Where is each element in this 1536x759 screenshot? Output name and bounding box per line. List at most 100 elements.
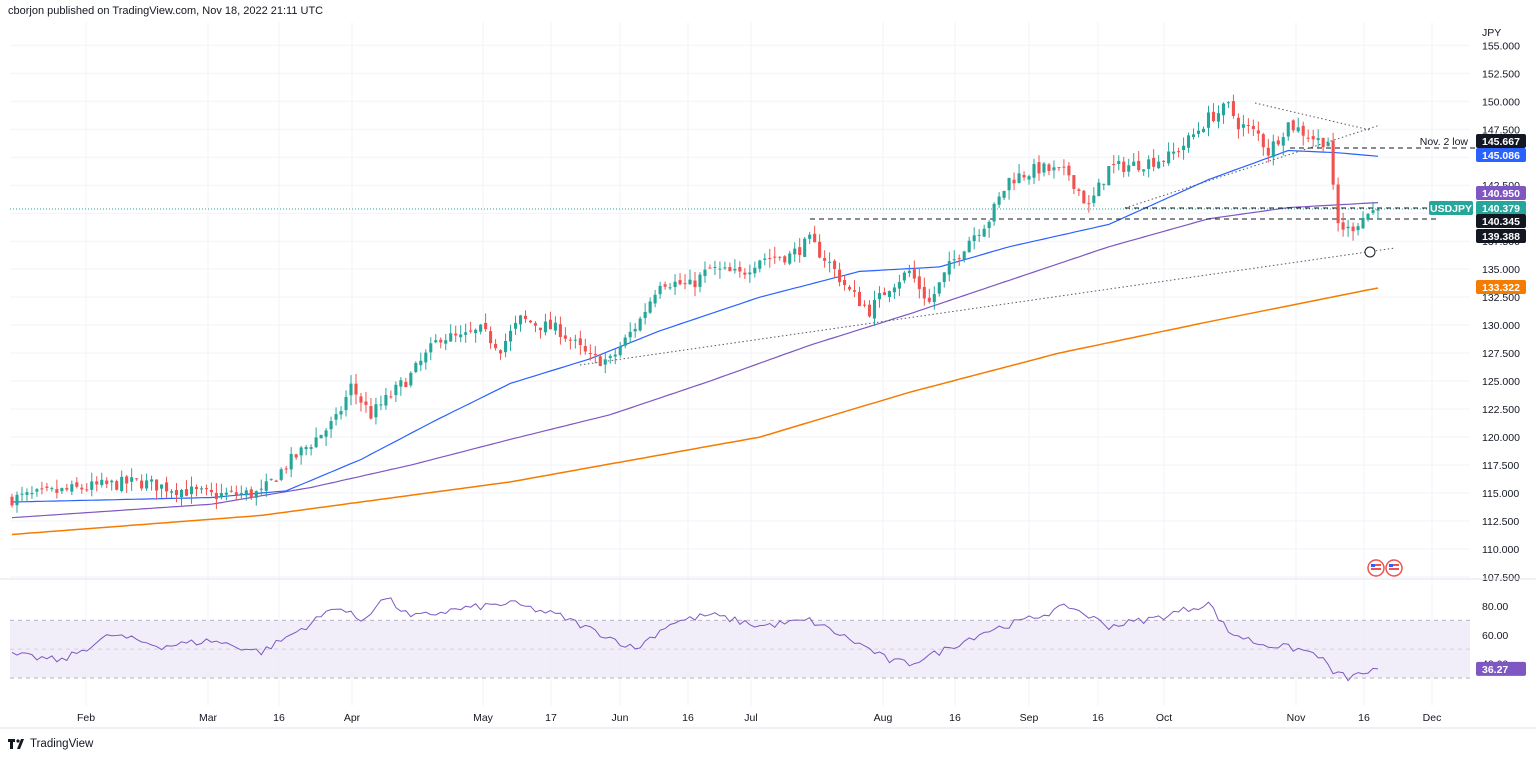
sma-200-line [11,287,1379,536]
candle-body [1142,169,1146,172]
candle [947,251,951,282]
candle-body [902,272,906,281]
candle [389,390,393,399]
candle-body [1047,164,1051,172]
candle-body [823,257,827,261]
candle-body [1032,163,1036,178]
tradingview-footer[interactable]: TradingView [8,738,93,750]
candle [1172,142,1176,160]
candle-body [20,493,24,495]
candle [274,479,278,482]
candle [169,489,174,499]
candle-body [1276,140,1280,145]
candle [45,482,49,492]
candle [723,261,727,270]
candle [1037,155,1041,181]
candle [1236,113,1240,139]
candle [229,485,233,493]
candle [818,234,822,259]
candle-body [45,486,49,488]
candle-body [15,494,19,506]
candle [304,444,308,456]
candle-body [603,359,607,365]
candle-body [414,362,418,373]
candle-body [304,447,308,450]
sma-100-line [11,202,1379,519]
candle [115,479,119,491]
candle-body [1316,138,1320,141]
candle-body [1281,137,1285,146]
candle-body [309,447,313,449]
candle [65,483,69,492]
candle [70,480,74,496]
price-tag-box [1476,148,1526,162]
candle-body [947,261,951,275]
candle [454,325,458,343]
trendline [579,247,1396,366]
candle [284,466,288,474]
candle [907,264,911,278]
time-tick-label: Oct [1156,712,1172,724]
candle-body [65,488,69,490]
flag-stripe [1371,568,1381,570]
candle [1092,187,1096,207]
candle [553,316,557,335]
candle [199,485,203,494]
candle-body [813,233,817,243]
candlesticks[interactable] [10,94,1380,513]
candle [189,476,194,504]
candle [10,493,14,508]
candle-body [364,401,368,405]
candle [872,290,877,326]
candle [224,487,228,501]
candle-body [234,492,238,495]
candle [848,285,852,292]
price-tag: 145.086 [1476,148,1526,162]
candle-body [728,267,732,272]
candle-body [1017,173,1021,183]
time-tick-label: 16 [949,712,961,724]
candle-body [1211,111,1216,122]
candle-body [204,488,208,490]
price-axis[interactable]: JPY155.000152.500150.000147.500145.00014… [1482,27,1520,584]
candle [80,484,84,494]
price-tick-label: 110.000 [1482,544,1519,556]
candle [982,224,986,238]
candle [140,474,144,491]
candle [309,444,313,456]
candle-body [95,481,99,485]
candle [668,282,672,291]
trendline [1254,102,1371,131]
candle-body [484,322,488,330]
time-tick-label: Mar [199,712,218,724]
candle-body [424,352,428,363]
candle-body [1107,166,1111,186]
time-tick-label: 16 [1092,712,1104,724]
flag-stripe [1371,564,1381,566]
candle-body [778,256,782,258]
candle-body [513,322,518,329]
candle [808,231,812,245]
trendline [1124,124,1381,209]
candle-body [100,479,104,485]
candle-body [972,235,976,242]
candle-body [833,260,837,269]
candle-body [952,259,956,261]
candle [1022,171,1026,181]
candle [833,259,837,278]
candle [1167,142,1171,166]
sma-50 [11,149,1379,503]
time-axis[interactable]: Feb Mar 16 Apr May 17 Jun 16 Jul Aug 16 Sep 16 Oct Nov… [77,712,1441,724]
candle [653,290,657,308]
candle-body [1301,125,1305,136]
price-tag-box [1476,134,1526,148]
candle [972,227,976,250]
candle [778,256,782,261]
candle-body [848,286,852,290]
candle-body [538,327,542,331]
candle-body [125,476,129,484]
candle-body [798,247,802,255]
candle [1211,103,1216,123]
candle-body [763,258,767,260]
